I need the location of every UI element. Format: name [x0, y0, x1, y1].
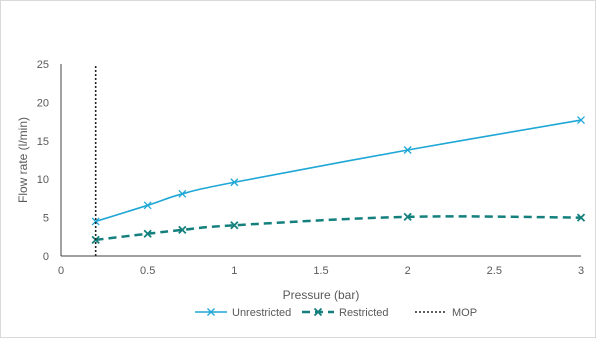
x-tick-label: 1.5 — [313, 265, 328, 277]
data-point-marker — [230, 221, 239, 230]
data-point-marker — [178, 189, 187, 198]
x-tick-label: 2 — [405, 265, 411, 277]
data-point-marker — [403, 212, 412, 221]
y-tick-label: 0 — [43, 251, 49, 263]
data-point-marker — [230, 178, 239, 187]
y-tick-label: 20 — [37, 97, 49, 109]
series-line-unrestricted — [95, 119, 582, 223]
legend-label-unrestricted: Unrestricted — [232, 307, 291, 319]
y-axis-title: Flow rate (l/min) — [16, 117, 30, 203]
x-axis-title: Pressure (bar) — [283, 288, 360, 302]
data-point-marker — [91, 217, 100, 226]
legend-label-mop: MOP — [452, 307, 477, 319]
series-line-restricted — [95, 215, 582, 242]
data-point-marker — [313, 307, 323, 317]
x-tick-label: 2.5 — [487, 265, 502, 277]
y-tick-label: 5 — [43, 213, 49, 225]
data-point-marker — [143, 229, 152, 238]
y-tick-label: 10 — [37, 174, 49, 186]
data-point-marker — [178, 225, 187, 235]
x-tick-label: 1 — [231, 265, 237, 277]
x-tick-label: 3 — [578, 265, 584, 277]
y-tick-label: 25 — [37, 59, 49, 71]
data-point-marker — [207, 308, 215, 316]
data-point-marker — [403, 146, 412, 154]
x-tick-label: 0.5 — [140, 265, 155, 277]
data-point-marker — [577, 116, 585, 125]
legend-label-restricted: Restricted — [339, 307, 389, 319]
data-point-marker — [143, 201, 152, 210]
data-point-marker — [576, 213, 586, 222]
y-tick-label: 15 — [37, 136, 49, 148]
x-tick-label: 0 — [58, 265, 64, 277]
